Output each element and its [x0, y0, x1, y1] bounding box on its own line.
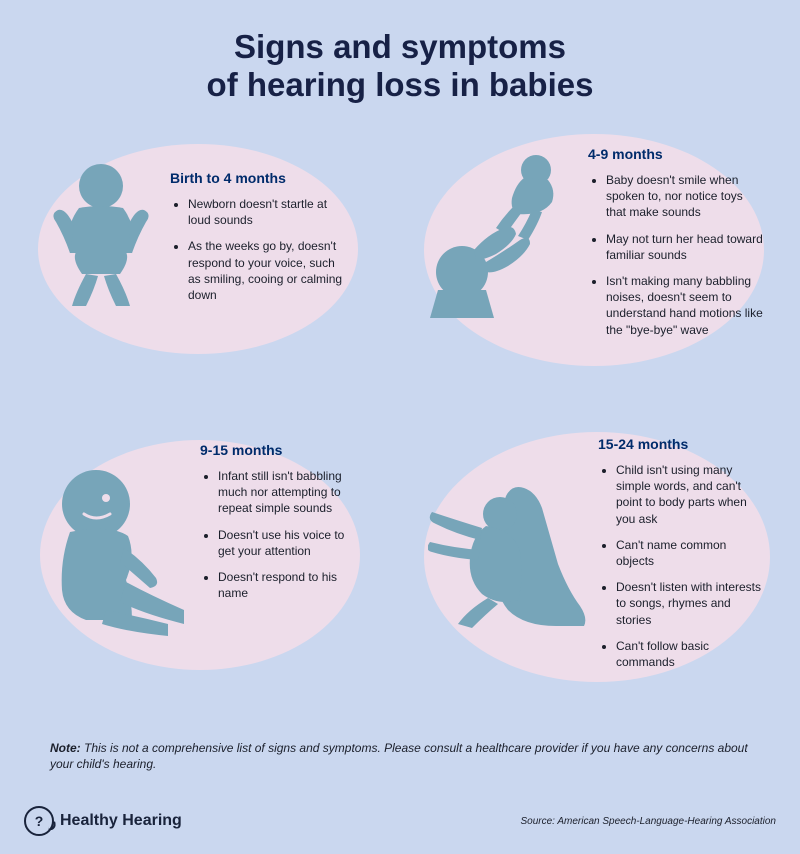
section-15-24: 15-24 months Child isn't using many simpl…: [598, 436, 766, 680]
page-title: Signs and symptoms of hearing loss in ba…: [0, 0, 800, 104]
section-heading: 15-24 months: [598, 436, 766, 452]
section-list: Baby doesn't smile when spoken to, nor n…: [588, 172, 766, 338]
section-heading: 9-15 months: [200, 442, 350, 458]
list-item: Can't follow basic commands: [616, 638, 766, 670]
list-item: Can't name common objects: [616, 537, 766, 569]
lifting-baby-icon: [418, 150, 568, 318]
list-item: Baby doesn't smile when spoken to, nor n…: [606, 172, 766, 221]
source-text: Source: American Speech-Language-Hearing…: [520, 816, 776, 827]
list-item: Isn't making many babbling noises, doesn…: [606, 273, 766, 338]
list-item: Child isn't using many simple words, and…: [616, 462, 766, 527]
toddler-sitting-icon: [36, 460, 186, 640]
car-seat-icon: [428, 480, 588, 630]
note-text: This is not a comprehensive list of sign…: [50, 741, 748, 771]
list-item: May not turn her head toward familiar so…: [606, 231, 766, 263]
section-list: Child isn't using many simple words, and…: [598, 462, 766, 670]
title-line-2: of hearing loss in babies: [207, 66, 594, 103]
baby-sitting-icon: [46, 158, 156, 308]
footer: ? Healthy Hearing Source: American Speec…: [24, 806, 776, 836]
note-label: Note:: [50, 741, 81, 755]
section-list: Newborn doesn't startle at loud sounds As…: [170, 196, 350, 303]
brand: ? Healthy Hearing: [24, 806, 182, 836]
section-0-4: Birth to 4 months Newborn doesn't startle…: [170, 170, 350, 313]
list-item: As the weeks go by, doesn't respond to y…: [188, 238, 350, 303]
sections-grid: Birth to 4 months Newborn doesn't startle…: [0, 140, 800, 720]
list-item: Doesn't respond to his name: [218, 569, 350, 601]
brand-name: Healthy Hearing: [60, 812, 182, 830]
section-heading: 4-9 months: [588, 146, 766, 162]
brand-logo-icon: ?: [24, 806, 54, 836]
list-item: Infant still isn't babbling much nor att…: [218, 468, 350, 517]
section-4-9: 4-9 months Baby doesn't smile when spoken…: [588, 146, 766, 348]
section-list: Infant still isn't babbling much nor att…: [200, 468, 350, 601]
section-heading: Birth to 4 months: [170, 170, 350, 186]
list-item: Doesn't listen with interests to songs, …: [616, 579, 766, 628]
note: Note: This is not a comprehensive list o…: [50, 740, 750, 772]
section-9-15: 9-15 months Infant still isn't babbling m…: [200, 442, 350, 611]
list-item: Newborn doesn't startle at loud sounds: [188, 196, 350, 228]
list-item: Doesn't use his voice to get your attent…: [218, 527, 350, 559]
title-line-1: Signs and symptoms: [234, 28, 566, 65]
